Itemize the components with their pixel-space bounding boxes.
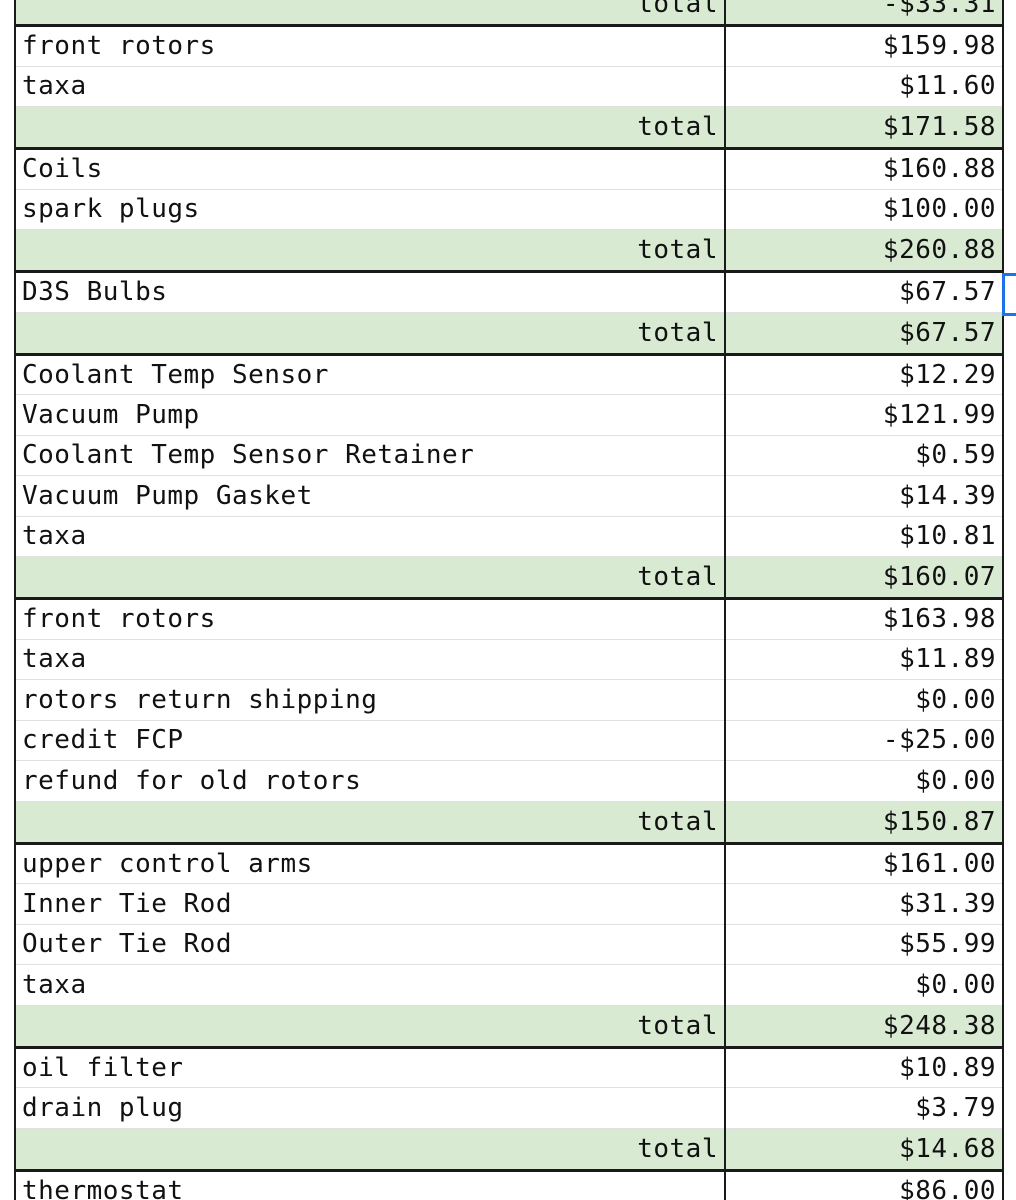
item-label-cell[interactable]: oil filter — [14, 1046, 726, 1088]
total-row: total $171.58 — [14, 106, 1004, 150]
table-row: thermostat $86.00 — [14, 1169, 1004, 1200]
item-label-cell[interactable]: spark plugs — [14, 188, 726, 230]
item-label-cell[interactable]: taxa — [14, 964, 726, 1006]
item-amount-cell[interactable]: $3.79 — [724, 1087, 1004, 1129]
total-label-cell[interactable]: total — [14, 556, 726, 600]
item-label-cell[interactable]: taxa — [14, 638, 726, 680]
table-row: drain plug $3.79 — [14, 1087, 1004, 1129]
table-row: taxa $11.89 — [14, 638, 1004, 680]
table-row: D3S Bulbs $67.57 — [14, 271, 1004, 313]
total-amount-cell[interactable]: -$33.31 — [724, 0, 1004, 27]
total-amount-cell[interactable]: $150.87 — [724, 800, 1004, 845]
item-label-cell[interactable]: Vacuum Pump — [14, 394, 726, 436]
total-label-cell[interactable]: total — [14, 1127, 726, 1172]
table-row: taxa $11.60 — [14, 65, 1004, 107]
item-amount-cell[interactable]: $163.98 — [724, 598, 1004, 640]
item-amount-cell[interactable]: $10.89 — [724, 1046, 1004, 1088]
total-row: total -$33.31 — [14, 0, 1004, 27]
item-amount-cell[interactable]: $10.81 — [724, 515, 1004, 557]
item-label-cell[interactable]: taxa — [14, 65, 726, 107]
item-amount-cell[interactable]: $160.88 — [724, 148, 1004, 190]
table-row: rotors return shipping $0.00 — [14, 679, 1004, 721]
expense-table: total -$33.31 front rotors $159.98 taxa $11.6… — [14, 0, 1004, 1200]
item-amount-cell[interactable]: $100.00 — [724, 188, 1004, 230]
total-label-cell[interactable]: total — [14, 1004, 726, 1049]
item-amount-cell[interactable]: $86.00 — [724, 1169, 1004, 1200]
item-label-cell[interactable]: taxa — [14, 515, 726, 557]
total-amount-cell[interactable]: $14.68 — [724, 1127, 1004, 1172]
item-amount-cell[interactable]: $0.00 — [724, 964, 1004, 1006]
total-row: total $160.07 — [14, 556, 1004, 600]
item-label-cell[interactable]: front rotors — [14, 25, 726, 67]
table-row: credit FCP -$25.00 — [14, 719, 1004, 761]
table-row: taxa $0.00 — [14, 964, 1004, 1006]
item-label-cell[interactable]: drain plug — [14, 1087, 726, 1129]
total-row: total $260.88 — [14, 229, 1004, 273]
item-amount-cell[interactable]: $11.60 — [724, 65, 1004, 107]
total-amount-cell[interactable]: $171.58 — [724, 106, 1004, 150]
item-label-cell[interactable]: rotors return shipping — [14, 679, 726, 721]
item-amount-cell[interactable]: $12.29 — [724, 353, 1004, 395]
item-label-cell[interactable]: Coolant Temp Sensor Retainer — [14, 434, 726, 476]
total-label-cell[interactable]: total — [14, 229, 726, 273]
item-amount-cell[interactable]: $0.00 — [724, 679, 1004, 721]
item-label-cell[interactable]: upper control arms — [14, 842, 726, 884]
item-amount-cell[interactable]: $0.59 — [724, 434, 1004, 476]
spreadsheet-grid[interactable]: total -$33.31 front rotors $159.98 taxa $11.6… — [14, 0, 1016, 1200]
selected-cell-indicator — [1002, 273, 1016, 316]
table-row: Coolant Temp Sensor $12.29 — [14, 353, 1004, 395]
item-label-cell[interactable]: refund for old rotors — [14, 760, 726, 802]
total-label-cell[interactable]: total — [14, 800, 726, 845]
total-amount-cell[interactable]: $67.57 — [724, 311, 1004, 356]
total-row: total $150.87 — [14, 800, 1004, 845]
item-label-cell[interactable]: front rotors — [14, 598, 726, 640]
table-row: oil filter $10.89 — [14, 1046, 1004, 1088]
item-amount-cell[interactable]: $67.57 — [724, 271, 1004, 313]
total-label-cell[interactable]: total — [14, 0, 726, 27]
total-row: total $14.68 — [14, 1127, 1004, 1172]
item-label-cell[interactable]: Outer Tie Rod — [14, 923, 726, 965]
total-row: total $248.38 — [14, 1004, 1004, 1049]
item-amount-cell[interactable]: $0.00 — [724, 760, 1004, 802]
total-label-cell[interactable]: total — [14, 106, 726, 150]
table-row: Vacuum Pump Gasket $14.39 — [14, 475, 1004, 517]
table-row: front rotors $163.98 — [14, 598, 1004, 640]
item-label-cell[interactable]: D3S Bulbs — [14, 271, 726, 313]
table-row: Inner Tie Rod $31.39 — [14, 883, 1004, 925]
table-row: Coolant Temp Sensor Retainer $0.59 — [14, 434, 1004, 476]
item-label-cell[interactable]: Inner Tie Rod — [14, 883, 726, 925]
table-row: upper control arms $161.00 — [14, 842, 1004, 884]
total-row: total $67.57 — [14, 311, 1004, 356]
total-amount-cell[interactable]: $260.88 — [724, 229, 1004, 273]
table-body: total -$33.31 front rotors $159.98 taxa $11.6… — [14, 0, 1004, 1200]
table-row: refund for old rotors $0.00 — [14, 760, 1004, 802]
table-row: front rotors $159.98 — [14, 25, 1004, 67]
item-amount-cell[interactable]: $55.99 — [724, 923, 1004, 965]
item-amount-cell[interactable]: $121.99 — [724, 394, 1004, 436]
item-label-cell[interactable]: credit FCP — [14, 719, 726, 761]
table-row: Outer Tie Rod $55.99 — [14, 923, 1004, 965]
total-amount-cell[interactable]: $160.07 — [724, 556, 1004, 600]
table-row: spark plugs $100.00 — [14, 188, 1004, 230]
item-label-cell[interactable]: Coils — [14, 148, 726, 190]
item-label-cell[interactable]: thermostat — [14, 1169, 726, 1200]
table-row: Vacuum Pump $121.99 — [14, 394, 1004, 436]
total-label-cell[interactable]: total — [14, 311, 726, 356]
item-amount-cell[interactable]: $161.00 — [724, 842, 1004, 884]
item-amount-cell[interactable]: -$25.00 — [724, 719, 1004, 761]
item-amount-cell[interactable]: $31.39 — [724, 883, 1004, 925]
total-amount-cell[interactable]: $248.38 — [724, 1004, 1004, 1049]
item-amount-cell[interactable]: $11.89 — [724, 638, 1004, 680]
table-row: Coils $160.88 — [14, 148, 1004, 190]
table-row: taxa $10.81 — [14, 515, 1004, 557]
item-amount-cell[interactable]: $159.98 — [724, 25, 1004, 67]
item-label-cell[interactable]: Coolant Temp Sensor — [14, 353, 726, 395]
item-amount-cell[interactable]: $14.39 — [724, 475, 1004, 517]
item-label-cell[interactable]: Vacuum Pump Gasket — [14, 475, 726, 517]
